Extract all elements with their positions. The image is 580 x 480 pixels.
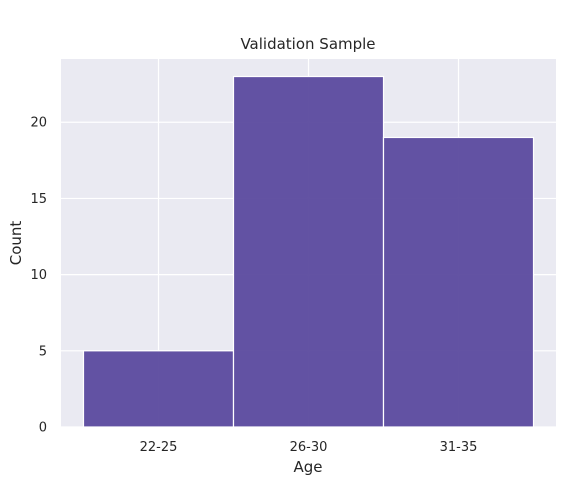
y-tick-label: 15 (30, 192, 47, 207)
x-axis-label: Age (293, 458, 322, 476)
y-tick-label: 5 (39, 344, 47, 359)
y-tick-label: 0 (39, 421, 47, 436)
x-tick-label: 31-35 (440, 440, 478, 455)
y-tick-label: 10 (30, 268, 47, 283)
bars (82, 75, 535, 428)
x-tick-label: 22-25 (140, 440, 178, 455)
bar-22-25 (82, 350, 235, 428)
x-tick-label: 26-30 (290, 440, 328, 455)
bar-31-35 (382, 136, 535, 428)
y-tick-label: 20 (30, 116, 47, 131)
chart-title: Validation Sample (240, 35, 375, 53)
y-axis-label: Count (7, 221, 25, 266)
x-axis-ticks: 22-25 26-30 31-35 (140, 440, 478, 455)
y-axis-ticks: 0 5 10 15 20 (30, 116, 47, 436)
bar-26-30 (232, 75, 385, 428)
